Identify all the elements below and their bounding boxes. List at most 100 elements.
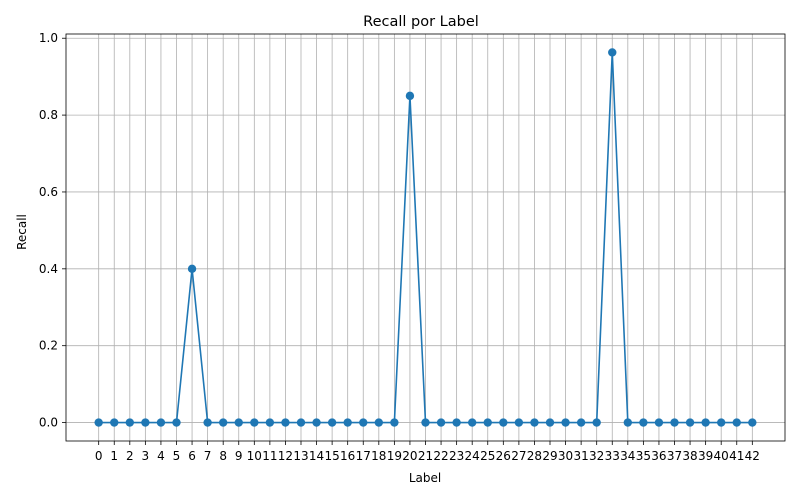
x-tick-label: 32: [589, 449, 604, 463]
y-axis-label: Recall: [15, 214, 29, 250]
x-tick-label: 4: [157, 449, 165, 463]
data-point: [203, 418, 212, 427]
x-tick-label: 16: [340, 449, 355, 463]
x-tick-label: 28: [527, 449, 542, 463]
x-tick-label: 12: [278, 449, 293, 463]
x-tick-label: 7: [204, 449, 212, 463]
x-tick-label: 17: [356, 449, 371, 463]
y-tick-label: 0.4: [39, 262, 58, 276]
x-tick-label: 31: [573, 449, 588, 463]
x-tick-label: 35: [636, 449, 651, 463]
series-recall: [94, 48, 757, 427]
x-tick-label: 40: [714, 449, 729, 463]
data-point: [685, 418, 695, 427]
x-tick-label: 20: [402, 449, 417, 463]
x-tick-label: 8: [219, 449, 227, 463]
x-tick-label: 13: [293, 449, 308, 463]
data-point: [250, 418, 259, 427]
data-point: [327, 418, 337, 427]
x-tick-label: 18: [371, 449, 386, 463]
data-point: [265, 418, 275, 427]
data-point: [312, 418, 321, 427]
data-point: [390, 418, 399, 427]
x-tick-label: 0: [95, 449, 103, 463]
data-point: [716, 418, 726, 427]
x-tick-label: 23: [449, 449, 464, 463]
y-tick-label: 0.0: [39, 416, 58, 430]
data-point: [156, 418, 166, 427]
data-point: [608, 48, 617, 57]
data-point: [530, 418, 539, 427]
x-tick-label: 42: [745, 449, 760, 463]
data-point: [374, 418, 384, 427]
data-point: [499, 418, 508, 427]
data-point: [343, 418, 352, 427]
x-tick-label: 29: [542, 449, 557, 463]
data-point: [281, 418, 290, 427]
x-tick-label: 30: [558, 449, 573, 463]
y-tick-label: 0.2: [39, 339, 58, 353]
y-axis-ticks: 0.0 0.2 0.4 0.6 0.8 1.0: [39, 31, 66, 430]
x-tick-label: 26: [496, 449, 511, 463]
y-tick-label: 0.6: [39, 185, 58, 199]
x-tick-label: 21: [418, 449, 433, 463]
data-point: [218, 418, 228, 427]
data-point: [576, 418, 586, 427]
x-tick-label: 9: [235, 449, 243, 463]
data-point: [421, 418, 430, 427]
data-point: [545, 418, 555, 427]
x-tick-label: 27: [511, 449, 526, 463]
data-point: [748, 418, 757, 427]
data-point: [623, 418, 633, 427]
x-tick-label: 10: [247, 449, 262, 463]
data-point: [94, 418, 103, 427]
grid: [66, 34, 785, 441]
data-point: [670, 418, 679, 427]
x-tick-label: 3: [142, 449, 150, 463]
x-tick-label: 22: [433, 449, 448, 463]
y-tick-label: 0.8: [39, 108, 58, 122]
x-tick-label: 36: [651, 449, 666, 463]
data-point: [110, 418, 119, 427]
y-tick-label: 1.0: [39, 31, 58, 45]
x-tick-label: 37: [667, 449, 682, 463]
data-point: [639, 418, 648, 427]
data-point: [436, 418, 446, 427]
data-point: [732, 418, 741, 427]
x-tick-label: 15: [324, 449, 339, 463]
x-tick-label: 41: [729, 449, 744, 463]
x-tick-label: 1: [110, 449, 118, 463]
data-point: [452, 418, 461, 427]
data-point: [172, 418, 181, 427]
x-axis-label: Label: [409, 471, 441, 485]
x-tick-label: 6: [188, 449, 196, 463]
data-point: [234, 418, 243, 427]
x-tick-label: 38: [682, 449, 697, 463]
data-point: [467, 418, 477, 427]
data-point: [405, 91, 415, 101]
x-tick-label: 33: [605, 449, 620, 463]
data-point: [141, 418, 150, 427]
x-tick-label: 2: [126, 449, 134, 463]
chart-title: Recall por Label: [363, 14, 479, 30]
data-point: [483, 418, 492, 427]
data-point: [187, 264, 197, 274]
data-point: [592, 418, 601, 427]
x-tick-label: 14: [309, 449, 324, 463]
data-point: [359, 418, 368, 427]
x-tick-label: 25: [480, 449, 495, 463]
x-tick-label: 39: [698, 449, 713, 463]
data-point: [654, 418, 664, 427]
x-tick-label: 24: [465, 449, 480, 463]
data-point: [561, 418, 570, 427]
data-point: [296, 418, 306, 427]
x-axis-ticks: 0 1 2 3 4 5 6 7 8 9 10 11 12 13 14 15 16 17 18 19 20 21 22 23 24…: [95, 441, 760, 463]
data-point: [701, 418, 710, 427]
x-tick-label: 19: [387, 449, 402, 463]
data-point: [125, 418, 135, 427]
data-point: [514, 418, 524, 427]
x-tick-label: 34: [620, 449, 635, 463]
x-tick-label: 5: [173, 449, 181, 463]
